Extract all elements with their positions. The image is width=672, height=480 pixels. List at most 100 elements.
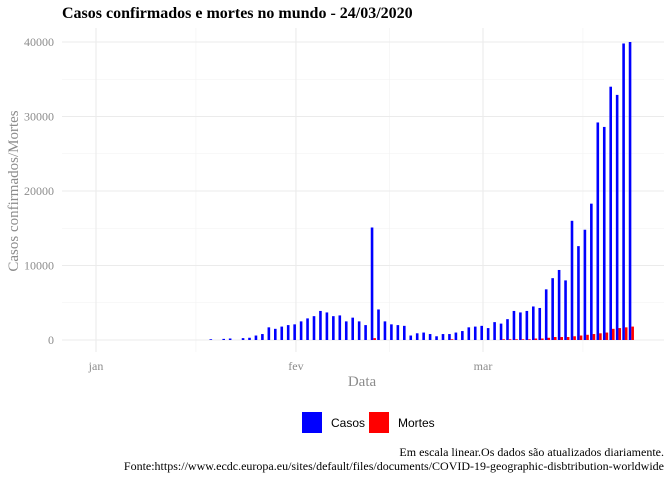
bar-mortes	[579, 335, 583, 340]
bar-casos	[441, 334, 445, 340]
bar-casos	[299, 321, 303, 340]
bar-casos	[570, 220, 574, 340]
x-tick-label: jan	[88, 359, 104, 373]
bar-casos	[583, 229, 587, 340]
bar-casos	[590, 203, 593, 340]
bar-casos	[254, 335, 258, 340]
bar-casos	[532, 306, 535, 340]
y-tick-label: 40000	[24, 35, 54, 49]
caption-line-1: Em escala linear.Os dados são atualizado…	[399, 445, 664, 459]
bar-casos	[461, 331, 464, 340]
bar-casos	[596, 122, 600, 341]
bar-casos	[228, 338, 232, 340]
bar-mortes	[605, 332, 609, 340]
bar-casos	[351, 317, 354, 340]
bar-mortes	[566, 337, 570, 340]
bar-casos	[557, 269, 561, 340]
bar-mortes	[528, 339, 531, 340]
bar-casos	[499, 323, 503, 340]
bar-casos	[312, 316, 316, 340]
bar-mortes	[624, 327, 628, 340]
bar-casos	[357, 321, 361, 340]
legend: Casos Mortes	[302, 412, 435, 433]
bar-casos	[435, 336, 438, 340]
legend-label-casos: Casos	[331, 416, 365, 430]
caption-line-2: Fonte:https://www.ecdc.europa.eu/sites/d…	[124, 459, 664, 473]
bars	[209, 42, 634, 341]
bar-casos	[293, 324, 296, 340]
chart-title: Casos confirmados e mortes no mundo - 24…	[62, 5, 413, 22]
bar-casos	[267, 327, 271, 340]
bar-casos	[473, 326, 477, 340]
bar-casos	[609, 86, 612, 340]
bar-casos	[448, 334, 451, 340]
bar-casos	[519, 312, 522, 340]
bar-casos	[370, 227, 374, 340]
bar-mortes	[547, 337, 551, 340]
bar-mortes	[560, 337, 563, 340]
bar-casos	[403, 325, 406, 340]
bar-casos	[280, 326, 284, 340]
bar-casos	[377, 309, 380, 340]
bar-casos	[525, 310, 529, 340]
bar-mortes	[618, 328, 622, 340]
bar-casos	[332, 316, 335, 340]
bar-casos	[338, 315, 342, 340]
bar-casos	[622, 43, 625, 341]
bar-mortes	[586, 334, 589, 340]
bar-mortes	[553, 337, 557, 340]
bar-casos	[577, 246, 580, 340]
bar-casos	[396, 325, 400, 340]
bar-casos	[454, 332, 458, 340]
bar-casos	[383, 321, 387, 340]
bar-casos	[506, 319, 509, 340]
bar-casos	[467, 327, 471, 340]
bar-casos	[486, 328, 490, 340]
y-tick-label: 20000	[24, 184, 54, 198]
bar-mortes	[521, 339, 525, 340]
x-axis-title: Data	[348, 374, 377, 390]
bar-mortes	[541, 338, 544, 340]
x-tick-label: mar	[474, 359, 493, 373]
x-axis: jan fev mar	[88, 359, 493, 373]
bar-casos	[222, 338, 225, 340]
legend-swatch-casos	[302, 412, 322, 433]
y-tick-label: 0	[48, 333, 54, 347]
y-axis-title: Casos confirmados/Mortes	[6, 110, 22, 271]
bar-casos	[274, 328, 277, 340]
bar-casos	[615, 94, 619, 341]
bar-mortes	[573, 336, 576, 340]
bar-casos	[564, 280, 567, 340]
y-axis: 0 10000 20000 30000 40000	[24, 35, 54, 347]
bar-casos	[306, 318, 309, 340]
x-tick-label: fev	[288, 359, 303, 373]
bar-casos	[364, 325, 367, 340]
bar-casos	[261, 334, 264, 340]
bar-mortes	[612, 328, 615, 340]
bar-casos	[286, 325, 290, 340]
bar-casos	[480, 325, 483, 340]
bar-casos	[428, 334, 432, 340]
bar-casos	[415, 333, 419, 340]
bar-casos	[512, 310, 516, 340]
y-tick-label: 10000	[24, 259, 54, 273]
bar-mortes	[508, 339, 512, 340]
bar-casos	[544, 289, 548, 340]
bar-casos	[493, 322, 496, 340]
bar-casos	[551, 278, 554, 340]
bar-casos	[319, 310, 322, 340]
bar-casos	[538, 307, 542, 340]
bar-mortes	[631, 326, 634, 340]
bar-mortes	[450, 339, 454, 340]
bar-casos	[409, 335, 413, 340]
bar-casos	[241, 338, 245, 340]
bar-mortes	[373, 338, 376, 340]
bar-mortes	[592, 334, 596, 340]
bar-casos	[602, 126, 606, 341]
bar-casos	[209, 339, 213, 340]
grid	[62, 28, 664, 352]
bar-mortes	[599, 333, 602, 340]
bar-casos	[390, 324, 393, 340]
bar-mortes	[515, 339, 518, 340]
